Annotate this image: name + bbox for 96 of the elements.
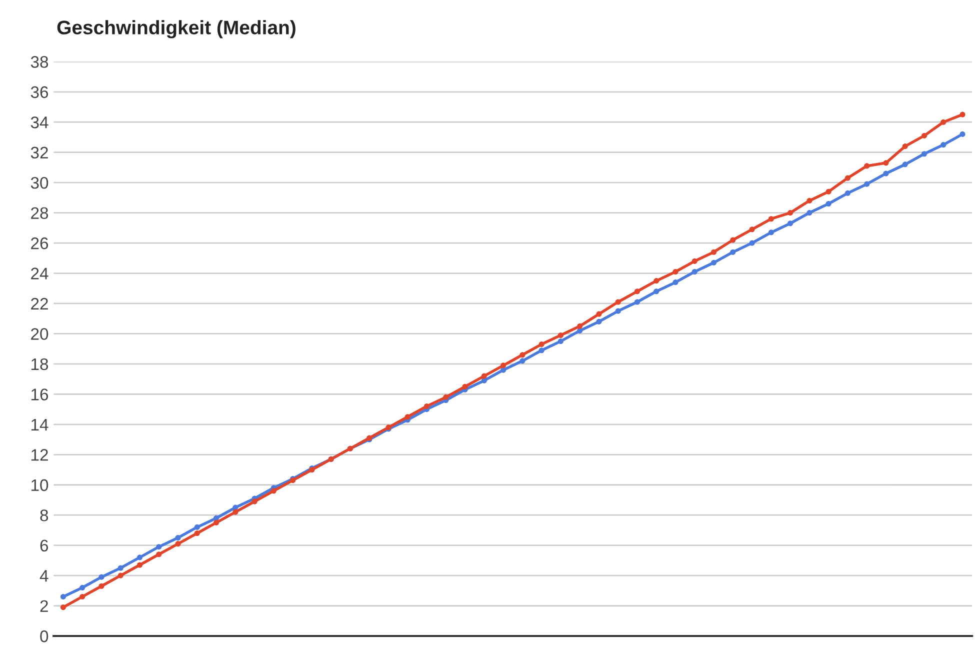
point [118, 572, 124, 578]
point [175, 534, 181, 541]
y-tick-label: 30 [30, 176, 48, 189]
point [902, 144, 908, 150]
y-tick-label: 22 [31, 298, 48, 310]
point [98, 574, 104, 580]
point [634, 299, 640, 305]
point [213, 515, 220, 521]
point [520, 352, 526, 358]
point [596, 311, 602, 317]
point [692, 268, 698, 275]
y-tick-label: 24 [31, 268, 48, 280]
point [654, 278, 660, 284]
point [558, 338, 564, 344]
point [538, 348, 544, 354]
point [175, 541, 181, 547]
y-tick-label: 28 [31, 207, 48, 220]
point [826, 188, 832, 194]
point [768, 216, 774, 222]
y-tick-label: 8 [40, 510, 48, 522]
point [615, 308, 621, 314]
point [136, 562, 143, 568]
point [730, 249, 736, 255]
point [883, 160, 889, 166]
point [921, 132, 928, 138]
point [749, 240, 755, 246]
point [634, 288, 640, 294]
point [806, 210, 812, 216]
point [826, 200, 832, 207]
point [481, 373, 487, 379]
point [730, 237, 736, 243]
point [940, 142, 946, 148]
point [156, 552, 162, 558]
point [194, 524, 200, 530]
point [404, 414, 410, 420]
point [213, 520, 220, 526]
point [232, 509, 238, 515]
y-tick-label: 10 [32, 479, 48, 492]
point [424, 403, 430, 410]
point [98, 583, 104, 589]
point [80, 584, 86, 590]
y-tick-label: 4 [40, 570, 48, 582]
y-tick-label: 34 [30, 116, 48, 128]
point [118, 565, 124, 571]
point [864, 181, 870, 187]
y-tick-label: 18 [32, 358, 48, 370]
y-tick-label: 16 [32, 388, 48, 400]
y-tick-label: 26 [31, 237, 48, 250]
point [921, 151, 928, 157]
y-tick-label: 6 [40, 540, 48, 552]
point [883, 170, 889, 176]
point [788, 210, 794, 216]
point [806, 198, 812, 204]
point [577, 323, 583, 329]
point [558, 332, 564, 338]
point [60, 604, 66, 610]
point [500, 367, 506, 373]
point [749, 226, 755, 232]
point [252, 498, 258, 504]
point [194, 530, 200, 536]
point [788, 220, 794, 226]
y-tick-label: 32 [30, 146, 48, 159]
point [538, 342, 544, 348]
y-tick-label: 38 [30, 56, 48, 68]
y-tick-label: 14 [32, 418, 48, 430]
point [500, 362, 506, 368]
y-tick-label: 2 [40, 600, 48, 612]
point [520, 358, 526, 364]
point [902, 162, 908, 168]
point [596, 318, 602, 324]
point [80, 594, 86, 600]
point [672, 268, 678, 275]
point [156, 544, 162, 550]
point [844, 175, 850, 181]
y-tick-label: 36 [30, 86, 48, 98]
point [864, 163, 870, 169]
point [462, 384, 468, 390]
point [844, 190, 850, 196]
point [270, 488, 276, 494]
y-tick-label: 12 [32, 449, 48, 461]
point [940, 119, 946, 125]
y-tick-label: 0 [40, 630, 48, 642]
point [692, 258, 698, 264]
point [615, 299, 621, 305]
y-tick-label: 20 [31, 328, 48, 340]
point [136, 554, 143, 560]
point [710, 249, 717, 255]
chart-title: Geschwindigkeit (Median) [57, 20, 296, 38]
point [672, 280, 678, 286]
point [654, 288, 660, 294]
point [768, 230, 774, 236]
point [443, 394, 449, 400]
point [960, 131, 966, 137]
point [960, 112, 966, 118]
point [710, 260, 717, 266]
point [60, 594, 66, 600]
